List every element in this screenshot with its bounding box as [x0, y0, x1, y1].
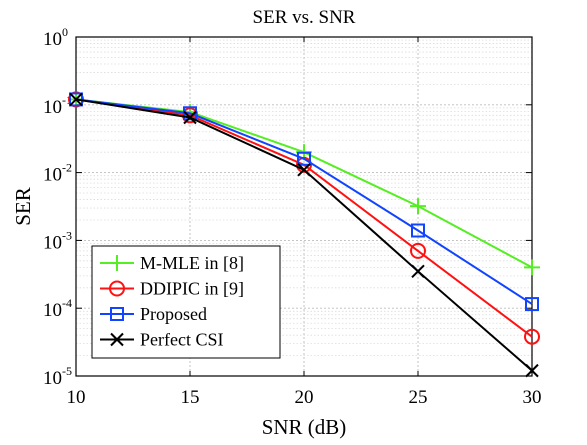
marker-stroke	[69, 92, 83, 107]
y-axis-title: SER	[11, 187, 35, 226]
data-point	[69, 92, 83, 107]
legend-label: M-MLE in [8]	[140, 253, 244, 273]
y-tick-exponent: -2	[62, 161, 72, 175]
data-point	[525, 297, 539, 312]
marker-stroke	[297, 163, 311, 177]
y-tick-exponent: -3	[62, 228, 72, 242]
legend-item: DDIPIC in [9]	[100, 279, 244, 299]
data-point	[524, 328, 540, 345]
y-tick-exponent: 0	[62, 25, 68, 39]
legend-marker	[109, 280, 125, 297]
marker-stroke	[110, 332, 124, 347]
legend-item: M-MLE in [8]	[100, 253, 244, 273]
legend-label: DDIPIC in [9]	[140, 279, 244, 299]
x-tick-label: 10	[67, 387, 86, 408]
data-point	[410, 198, 426, 215]
y-tick-label: 10-5	[43, 364, 72, 389]
marker-stroke	[411, 264, 425, 279]
y-tick-exponent: -4	[62, 296, 72, 310]
x-tick-label: 30	[523, 387, 542, 408]
legend-label: Perfect CSI	[140, 330, 223, 350]
legend-item: Perfect CSI	[100, 330, 223, 350]
y-tick-exponent: -5	[62, 364, 72, 378]
legend-label: Proposed	[140, 304, 207, 324]
x-tick-label: 20	[295, 387, 314, 408]
x-axis-title: SNR (dB)	[262, 415, 347, 439]
data-point	[410, 242, 426, 259]
legend-marker	[110, 307, 124, 321]
data-point	[411, 264, 425, 279]
marker-stroke	[183, 110, 197, 125]
y-tick-exponent: -1	[62, 93, 72, 107]
legend-marker	[109, 255, 125, 271]
data-point	[297, 163, 311, 177]
series-group	[69, 92, 539, 378]
data-point	[183, 106, 197, 121]
data-point	[411, 223, 425, 238]
marker-stroke	[525, 363, 539, 378]
chart-title: SER vs. SNR	[253, 7, 356, 28]
data-point	[297, 151, 311, 166]
data-point	[525, 363, 539, 378]
data-point	[183, 110, 197, 125]
legend: M-MLE in [8] DDIPIC in [9] Proposed Perfect…	[91, 245, 281, 359]
series-line	[75, 98, 533, 305]
data-point	[524, 259, 540, 276]
series-group	[69, 92, 539, 312]
legend-marker	[110, 332, 124, 347]
series	[68, 91, 540, 378]
legend-item: Proposed	[100, 304, 207, 324]
x-tick-label: 25	[409, 387, 428, 408]
x-tick-label: 15	[181, 387, 200, 408]
